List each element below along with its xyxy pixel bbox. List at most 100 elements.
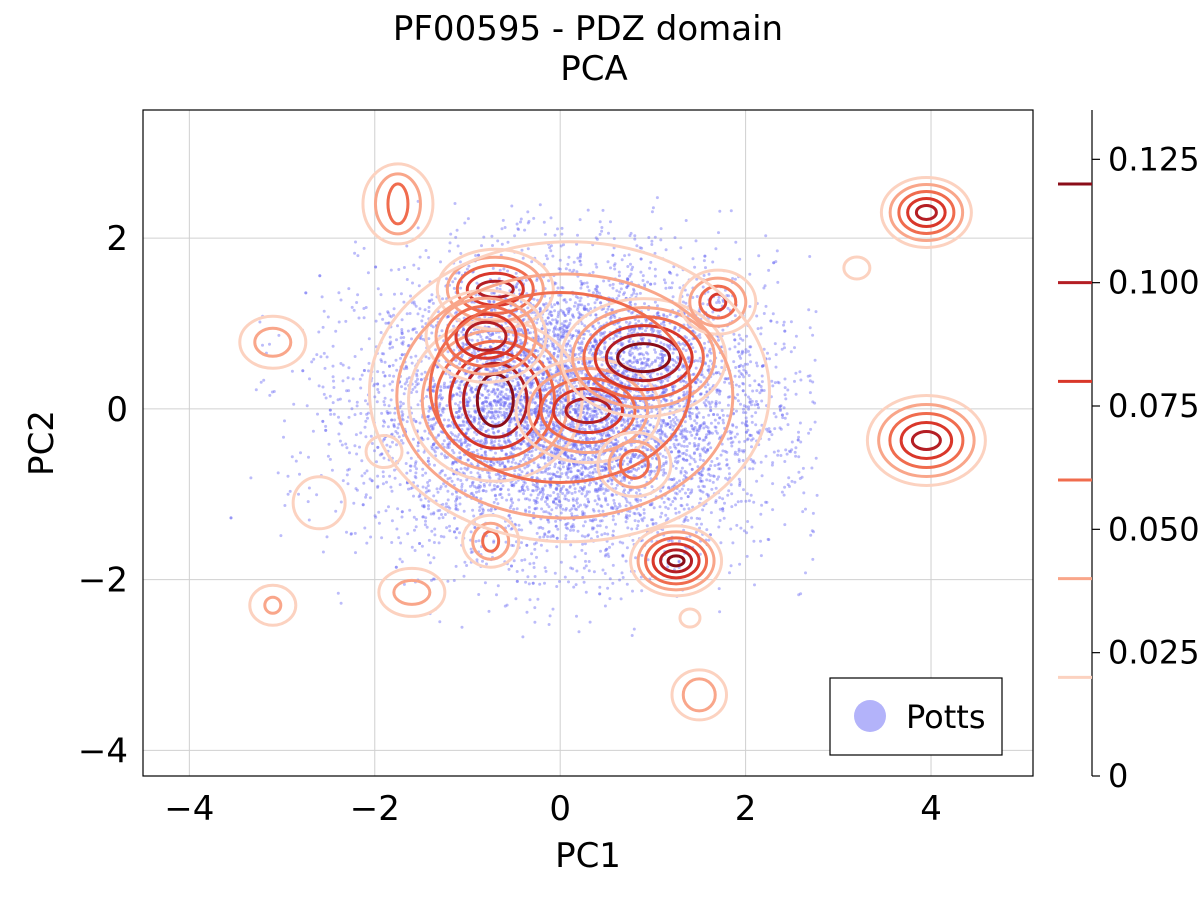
potts-point <box>724 476 728 480</box>
potts-point <box>591 351 595 355</box>
potts-point <box>355 404 359 408</box>
potts-point <box>480 393 484 397</box>
potts-point <box>656 531 660 534</box>
potts-point <box>400 439 403 442</box>
potts-point <box>529 493 533 497</box>
potts-point <box>583 475 587 478</box>
potts-point <box>454 499 458 503</box>
potts-point <box>496 388 500 392</box>
potts-point <box>555 545 559 549</box>
potts-point <box>520 470 524 474</box>
potts-point <box>381 424 385 428</box>
potts-point <box>475 558 479 562</box>
potts-point <box>416 226 420 230</box>
potts-point <box>580 534 584 538</box>
potts-point <box>338 397 342 401</box>
potts-point <box>628 349 632 353</box>
potts-point <box>566 467 570 471</box>
potts-point <box>370 479 374 483</box>
potts-point <box>470 338 474 342</box>
potts-point <box>610 386 614 390</box>
potts-point <box>662 278 666 282</box>
potts-point <box>632 627 636 631</box>
potts-point <box>608 597 612 601</box>
potts-point <box>735 523 739 527</box>
potts-point <box>674 466 678 470</box>
potts-point <box>506 488 510 492</box>
potts-point <box>363 471 367 475</box>
potts-point <box>467 264 471 268</box>
potts-point <box>537 443 541 447</box>
potts-point <box>557 448 561 452</box>
potts-point <box>356 254 360 258</box>
potts-point <box>601 568 605 572</box>
potts-point <box>568 321 572 325</box>
potts-point <box>598 524 602 528</box>
potts-point <box>542 510 546 514</box>
potts-point <box>481 408 485 412</box>
potts-point <box>811 557 815 561</box>
potts-point <box>695 428 699 432</box>
potts-point <box>499 384 503 388</box>
potts-point <box>783 460 787 463</box>
potts-point <box>625 582 629 586</box>
potts-point <box>490 333 494 337</box>
potts-point <box>446 424 450 428</box>
potts-point <box>725 458 729 462</box>
potts-point <box>588 412 592 416</box>
potts-point <box>521 635 525 639</box>
potts-point <box>383 360 387 364</box>
potts-point <box>679 246 683 250</box>
potts-point <box>630 469 633 473</box>
potts-point <box>685 444 689 448</box>
potts-point <box>546 467 550 471</box>
potts-point <box>729 431 733 435</box>
potts-point <box>484 450 487 454</box>
potts-point <box>325 355 329 359</box>
potts-point <box>644 351 648 355</box>
potts-point <box>682 444 686 448</box>
potts-point <box>349 532 353 536</box>
potts-point <box>750 525 754 529</box>
potts-point <box>741 338 745 342</box>
potts-point <box>527 505 531 509</box>
potts-point <box>479 497 483 501</box>
potts-point <box>736 399 740 403</box>
potts-point <box>612 465 616 469</box>
potts-point <box>482 404 486 408</box>
potts-point <box>760 364 764 368</box>
potts-point <box>433 450 437 454</box>
potts-point <box>783 485 787 489</box>
potts-point <box>454 359 458 363</box>
potts-point <box>581 510 584 514</box>
potts-point <box>483 484 486 488</box>
potts-point <box>617 294 621 298</box>
potts-point <box>561 507 565 511</box>
potts-point <box>629 353 633 357</box>
potts-point <box>670 399 674 403</box>
potts-point <box>726 395 730 399</box>
potts-point <box>519 459 523 463</box>
potts-point <box>730 430 734 434</box>
potts-point <box>698 517 702 521</box>
potts-point <box>567 463 571 467</box>
potts-point <box>752 459 755 463</box>
potts-point <box>586 208 590 212</box>
potts-point <box>553 462 557 466</box>
potts-point <box>671 351 675 355</box>
potts-point <box>691 373 695 376</box>
potts-point <box>603 466 607 470</box>
potts-point <box>442 383 446 387</box>
potts-point <box>687 507 691 511</box>
potts-point <box>543 484 547 488</box>
potts-point <box>632 360 636 364</box>
potts-point <box>552 327 556 331</box>
potts-point <box>755 389 759 393</box>
potts-point <box>653 469 656 473</box>
potts-point <box>388 335 392 339</box>
potts-point <box>547 530 550 534</box>
potts-point <box>472 514 476 518</box>
potts-point <box>440 397 443 401</box>
potts-point <box>336 591 340 595</box>
potts-point <box>632 427 636 431</box>
